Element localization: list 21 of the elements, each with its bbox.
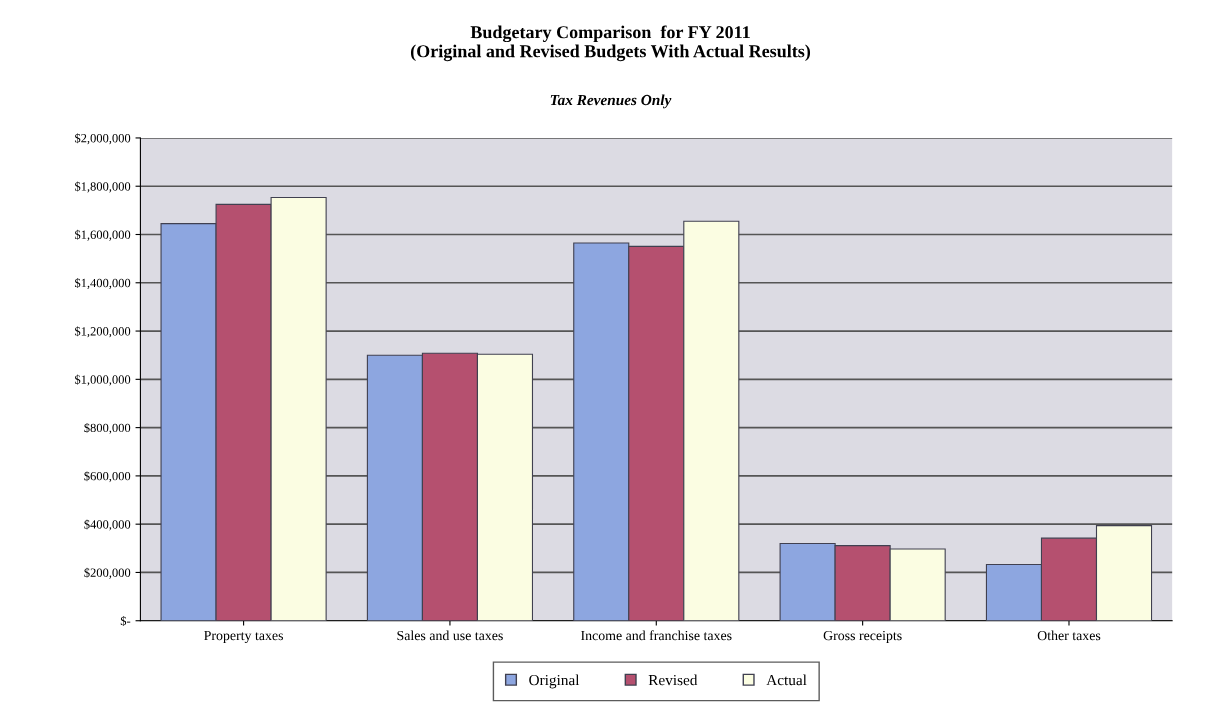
x-tick-label: Sales and use taxes — [397, 630, 503, 641]
x-tick-label: Property taxes — [204, 630, 284, 644]
y-tick-label: $400,000 — [84, 519, 131, 531]
y-tick-label: $800,000 — [84, 422, 131, 434]
chart-subtitle: Tax Revenues Only — [550, 94, 672, 109]
x-tick-label: Income and franchise taxes — [581, 630, 732, 641]
legend-label: Revised — [648, 674, 698, 686]
y-tick-label: $1,400,000 — [74, 278, 131, 290]
chart-title: Budgetary Comparison for FY 2011 (Original and Revised Budgets With Actual Results) — [410, 25, 811, 62]
legend-label: Actual — [766, 674, 807, 686]
y-tick-label: $200,000 — [84, 567, 131, 579]
y-tick-label: $- — [120, 616, 131, 627]
y-tick-label: $2,000,000 — [74, 133, 131, 145]
legend-label: Original — [529, 674, 580, 689]
y-tick-label: $1,200,000 — [74, 326, 131, 338]
y-tick-label: $1,600,000 — [74, 229, 131, 241]
x-tick-label: Gross receipts — [823, 630, 902, 644]
y-tick-label: $1,800,000 — [74, 181, 131, 193]
y-tick-label: $600,000 — [84, 471, 131, 483]
y-tick-label: $1,000,000 — [74, 374, 131, 386]
x-tick-label: Other taxes — [1037, 630, 1101, 641]
